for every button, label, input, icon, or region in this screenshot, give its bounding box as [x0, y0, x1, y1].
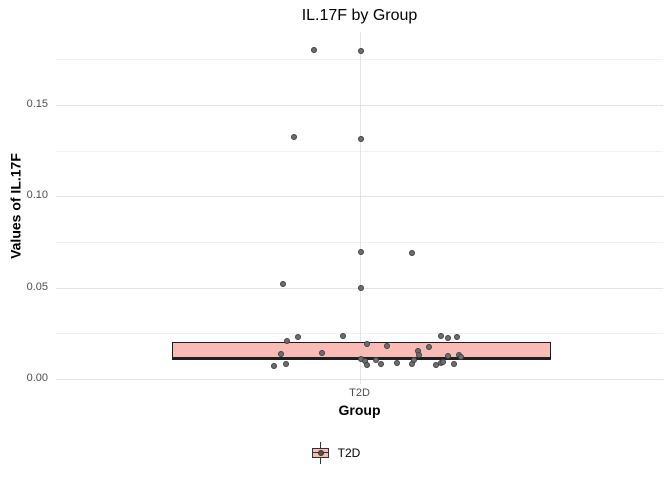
jitter-point	[373, 357, 379, 364]
jitter-point	[409, 250, 415, 257]
jitter-point	[440, 359, 446, 366]
jitter-point	[394, 359, 400, 366]
jitter-point	[280, 280, 286, 287]
jitter-point	[291, 134, 297, 141]
boxplot-key-icon	[311, 442, 330, 464]
y-axis-title: Values of IL.17F	[7, 153, 24, 259]
jitter-point	[319, 350, 325, 357]
jitter-point	[445, 352, 451, 359]
plot-panel	[56, 32, 663, 384]
legend: T2D	[0, 441, 672, 465]
gridline-vertical-t2d	[359, 32, 361, 384]
jitter-point	[295, 334, 301, 341]
jitter-point	[438, 333, 444, 340]
jitter-point	[378, 361, 384, 368]
jitter-point	[364, 362, 370, 369]
jitter-point	[364, 340, 370, 347]
x-tick-label: T2D	[349, 387, 370, 399]
jitter-point	[454, 334, 460, 340]
y-tick-label: 0.00	[26, 372, 48, 384]
jitter-point	[411, 357, 417, 363]
jitter-point	[284, 338, 290, 345]
y-tick-label: 0.10	[26, 189, 48, 202]
x-axis-title: Group	[338, 402, 381, 418]
jitter-point	[451, 361, 457, 368]
jitter-point	[358, 48, 364, 55]
jitter-point	[358, 284, 364, 291]
jitter-point	[416, 351, 422, 358]
jitter-point	[358, 248, 364, 255]
jitter-point	[278, 350, 284, 357]
jitter-point	[426, 343, 432, 350]
jitter-point	[271, 363, 277, 370]
legend-label: T2D	[337, 446, 361, 460]
y-tick-label: 0.05	[26, 280, 48, 293]
jitter-point	[358, 136, 364, 143]
jitter-point	[311, 47, 317, 54]
jitter-point	[458, 354, 464, 361]
jitter-point	[283, 361, 289, 368]
jitter-point	[445, 335, 451, 342]
jitter-point	[340, 333, 346, 340]
jitter-point	[384, 342, 390, 349]
y-tick-label: 0.15	[26, 98, 48, 111]
chart-title: IL.17F by Group	[301, 7, 418, 24]
legend-point	[317, 450, 324, 456]
